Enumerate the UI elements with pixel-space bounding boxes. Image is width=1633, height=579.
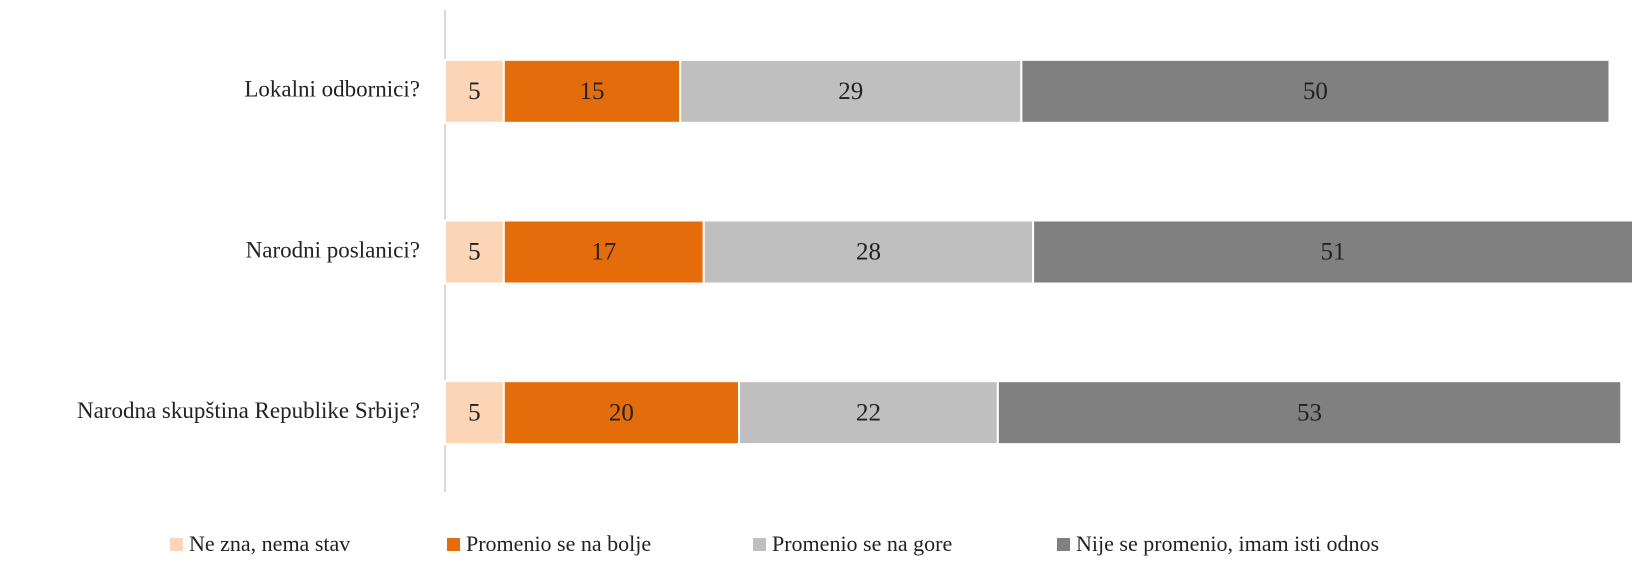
data-label: 51 [1321, 239, 1346, 266]
data-label: 50 [1303, 78, 1328, 105]
category-label: Narodna skupština Republike Srbije? [77, 398, 420, 423]
legend-swatch [447, 538, 460, 551]
legend-label: Promenio se na gore [772, 531, 952, 556]
legend-label: Nije se promenio, imam isti odnos [1076, 531, 1379, 556]
bar-segment [502, 219, 705, 285]
data-label: 5 [468, 399, 481, 426]
data-label: 29 [838, 78, 863, 105]
data-label: 22 [856, 399, 881, 426]
category-label: Lokalni odbornici? [244, 77, 420, 102]
data-label: 5 [468, 239, 481, 266]
bar-segment [444, 380, 505, 446]
category-label: Narodni poslanici? [246, 237, 420, 262]
legend-label: Ne zna, nema stav [189, 531, 350, 556]
data-label: 53 [1297, 399, 1322, 426]
legend-swatch [753, 538, 766, 551]
legend-swatch [170, 538, 183, 551]
bar-segment [502, 58, 682, 124]
legend-label: Promenio se na bolje [466, 531, 651, 556]
data-label: 15 [580, 78, 605, 105]
data-label: 20 [609, 399, 634, 426]
bar-segment [502, 380, 741, 446]
bar-segment [996, 380, 1623, 446]
bar-segment [679, 58, 1023, 124]
bar-segment [738, 380, 999, 446]
data-label: 28 [856, 239, 881, 266]
data-label: 5 [468, 78, 481, 105]
data-label: 17 [591, 239, 616, 266]
bar-segment [1020, 58, 1611, 124]
legend-swatch [1057, 538, 1070, 551]
